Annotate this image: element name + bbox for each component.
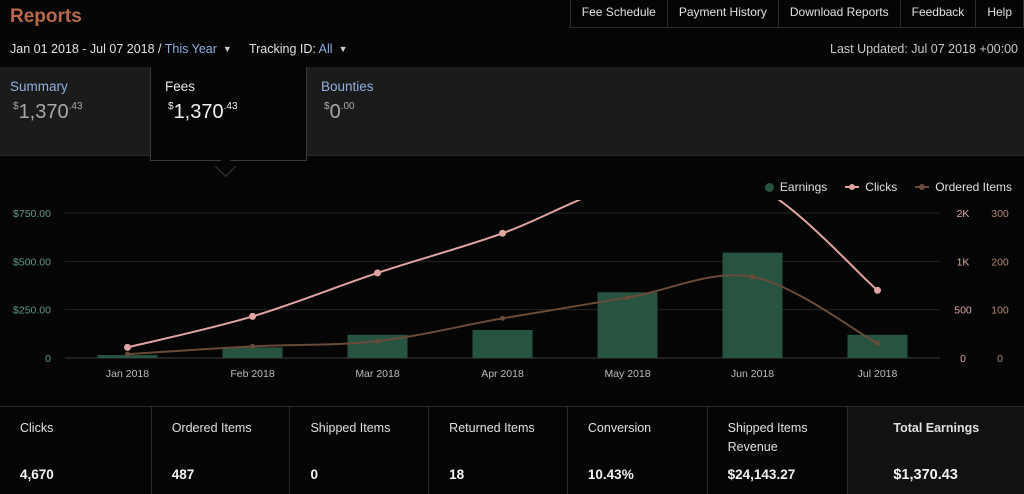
stat-ordered-items: Ordered Items 487 [152,407,291,494]
x-tick-label: Jan 2018 [106,368,149,380]
earnings-swatch [764,182,774,192]
y-right-2-tick: 200 [991,256,1009,268]
top-bar: Reports Fee Schedule Payment History Dow… [0,0,1024,34]
report-tabs: Summary $1,370.43 Fees $1,370.43 Bountie… [0,67,1024,161]
ordered-items-point [125,351,130,357]
clicks-point [874,286,881,294]
nav-payment-history[interactable]: Payment History [668,0,779,27]
top-nav: Fee Schedule Payment History Download Re… [569,0,1024,28]
x-tick-label: Mar 2018 [355,368,400,380]
clicks-swatch [845,183,860,190]
tab-bounties[interactable]: Bounties $0.00 [311,67,461,155]
y-right-1-tick: 0 [960,353,966,365]
tab-summary-label: Summary [10,79,68,94]
earnings-bar [472,329,533,358]
ordered-items-point [875,341,880,346]
tab-fees-label: Fees [165,79,196,94]
chevron-down-icon: ▼ [222,44,232,54]
earnings-bar [347,334,408,358]
x-tick-label: May 2018 [604,368,650,380]
clicks-point [249,312,256,320]
ordered-items-point [250,343,255,349]
stat-total-earnings: Total Earnings $1,370.43 [848,407,1024,494]
y-right-2-tick: 100 [991,305,1009,317]
stat-clicks: Clicks 4,670 [0,407,152,494]
last-updated: Last Updated: Jul 07 2018 +00:00 [830,42,1018,56]
ordered-items-point [750,274,755,280]
ordered-items-point [375,338,380,344]
chevron-down-icon: ▼ [338,44,348,54]
y-left-tick: 0 [45,353,51,365]
earnings-chart: 0 0 0 $250.00 500 100 $500.00 1K 200 $750.00 2K 300… [13,200,1009,380]
y-left-tick: $750.00 [13,208,51,220]
tab-fees-value: $1,370.43 [168,101,238,123]
clicks-point [124,343,131,351]
ordered-items-point [625,295,630,301]
tab-fees[interactable]: Fees $1,370.43 [150,67,307,161]
clicks-point [499,229,506,237]
earnings-bar [597,292,658,358]
filter-bar: Jan 01 2018 - Jul 07 2018 / This Year ▼ T… [10,42,348,56]
x-tick-label: Jun 2018 [731,368,774,380]
clicks-point [374,269,381,277]
ordered-items-swatch [915,183,930,190]
stat-shipped-items: Shipped Items 0 [290,407,430,494]
x-tick-label: Apr 2018 [481,368,524,380]
period-value: This Year [164,42,217,56]
tab-summary-value: $1,370.43 [13,101,83,123]
legend-clicks[interactable]: Clicks [845,180,897,194]
tab-summary[interactable]: Summary $1,370.43 [0,67,150,155]
tracking-id-dropdown[interactable]: All ▼ [319,42,348,56]
period-dropdown[interactable]: This Year ▼ [165,42,232,56]
y-right-2-tick: 300 [991,208,1009,220]
tab-bounties-label: Bounties [321,79,374,94]
earnings-bar [722,252,783,358]
x-tick-label: Jul 2018 [858,368,898,380]
tracking-id-label: Tracking ID: [248,42,316,56]
y-left-tick: $250.00 [13,305,51,317]
stats-bar: Clicks 4,670 Ordered Items 487 Shipped Ite… [0,406,1024,494]
nav-feedback[interactable]: Feedback [901,0,977,27]
x-tick-label: Feb 2018 [230,368,275,380]
nav-help[interactable]: Help [976,0,1024,27]
legend-ordered-items[interactable]: Ordered Items [915,180,1012,194]
chart-legend: Earnings Clicks Ordered Items [764,180,1012,194]
date-range-label: Jan 01 2018 - Jul 07 2018 / [10,42,162,56]
page-title: Reports [10,6,82,27]
y-left-tick: $500.00 [13,256,51,268]
stat-shipped-revenue: Shipped Items Revenue $24,143.27 [708,407,849,494]
stat-returned-items: Returned Items 18 [429,407,568,494]
ordered-items-point [500,315,505,321]
y-right-1-tick: 2K [957,208,970,220]
y-right-2-tick: 0 [997,353,1003,365]
stat-conversion: Conversion 10.43% [568,407,708,494]
earnings-bar [222,347,283,358]
nav-download-reports[interactable]: Download Reports [779,0,901,27]
earnings-bar [847,334,908,358]
tracking-id-value: All [318,42,333,56]
y-right-1-tick: 1K [957,256,970,268]
legend-earnings[interactable]: Earnings [764,180,827,194]
y-right-1-tick: 500 [954,305,972,317]
nav-fee-schedule[interactable]: Fee Schedule [571,0,668,27]
tab-bounties-value: $0.00 [324,101,355,123]
